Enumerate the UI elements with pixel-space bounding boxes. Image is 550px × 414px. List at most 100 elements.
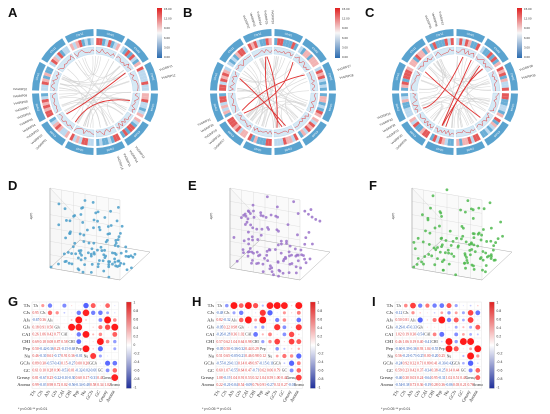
legend-tick: 12.00 [342, 17, 350, 21]
scatter-point [459, 208, 462, 212]
scatter-point [117, 235, 121, 239]
density-cell [401, 87, 409, 91]
scatter-point [74, 252, 78, 256]
scatter-point [282, 259, 285, 263]
density-cell [239, 128, 247, 137]
scatter-point [299, 266, 302, 270]
track-line [95, 48, 115, 57]
chromosome-segment [219, 38, 244, 63]
corr-circle [261, 333, 264, 336]
corr-value: -0.22 [53, 376, 61, 380]
scatter-point [124, 249, 128, 253]
corr-value: 0.79 [274, 369, 280, 373]
scatter-point [478, 257, 482, 260]
density-cell [493, 116, 502, 123]
scatter-point [111, 262, 114, 266]
col-label: CHI [427, 389, 436, 399]
density-cell [472, 41, 478, 50]
chromosome-segment [456, 29, 486, 43]
corr-circle [269, 326, 271, 328]
corr-circle [295, 302, 303, 310]
synteny-link [459, 101, 489, 128]
scatter-point [277, 229, 280, 233]
chromosome-label: Chr06 [106, 147, 115, 153]
corr-value: 0.30 [40, 361, 46, 365]
density-cell [404, 109, 413, 115]
corr-circle [254, 325, 257, 329]
gene-label: VvGRIP15 [122, 153, 132, 168]
density-cell [493, 61, 502, 68]
corr-value: 0.48 [245, 361, 251, 365]
synteny-link [242, 73, 307, 107]
legend-tick: 12.00 [524, 17, 532, 21]
row-label: TJs [24, 303, 31, 308]
corr-value: -0.17 [53, 354, 61, 358]
scatter-point [470, 241, 473, 245]
density-cell [136, 111, 144, 118]
scatter-point [280, 242, 283, 246]
corr-circle [247, 312, 249, 314]
diag-label: Pep [439, 347, 445, 351]
corr-value: -0.04 [230, 383, 238, 387]
synteny-link [263, 56, 279, 127]
corr-circle [296, 317, 302, 323]
row-label: CJs [207, 310, 214, 315]
col-label: Aroma [468, 389, 479, 403]
corr-value: 0.57 [216, 340, 222, 344]
density-cell [317, 74, 326, 80]
plot-floor [49, 239, 151, 281]
matrix-cell [474, 381, 482, 389]
scatter-point [442, 258, 446, 262]
corr-value: -0.33 [409, 325, 417, 329]
scatter-point [448, 229, 452, 233]
corr-value: -0.15 [61, 347, 69, 351]
row-label: TJs [387, 303, 394, 308]
corr-value: 0.95 [431, 376, 437, 380]
scatter-point [260, 227, 264, 231]
scatter-point [473, 250, 477, 254]
scatter-point [412, 240, 416, 244]
synteny-link [264, 56, 303, 114]
synteny-link [237, 87, 263, 125]
corr-value: 0.98 [231, 325, 237, 329]
corr-circle [92, 333, 95, 336]
scatter-point [242, 251, 245, 254]
density-cell [104, 39, 109, 47]
density-cell [43, 106, 52, 113]
duplication-link [74, 99, 131, 123]
track-line [476, 112, 490, 128]
corr-circle [454, 325, 458, 329]
chromosome-label: Chr05 [493, 130, 502, 139]
corr-value: -0.21 [237, 354, 245, 358]
scatter-point [470, 248, 474, 251]
col-label: GC [457, 389, 465, 397]
corr-value: 0.28 [431, 383, 437, 387]
scatter-point [482, 207, 486, 211]
density-cell [259, 39, 264, 47]
scatter-point [445, 188, 449, 192]
chromosome-segment [210, 61, 224, 91]
chromosome-label: Chr02 [311, 46, 320, 55]
scatter-point [476, 244, 480, 248]
synteny-link [261, 56, 275, 127]
corr-value: 0.31 [274, 383, 280, 387]
corr-circle [55, 311, 59, 315]
density-cell [224, 66, 232, 73]
density-cell [107, 136, 113, 145]
corr-circle [447, 311, 451, 315]
density-cell [224, 111, 232, 118]
synteny-link [428, 67, 475, 123]
corr-circle [418, 303, 423, 308]
gene-label: VvGRIP32 [382, 123, 397, 134]
corr-circle [255, 312, 257, 314]
corr-circle [403, 303, 408, 308]
row-label: CAI [385, 332, 393, 337]
scatter-point [415, 262, 419, 266]
density-cell [498, 106, 507, 113]
corr-circle [475, 368, 481, 373]
corr-circle [432, 317, 437, 323]
corr-value: 0.32 [410, 361, 416, 365]
density-cell [458, 38, 463, 46]
corr-circle [91, 310, 96, 315]
density-cell [414, 123, 422, 131]
